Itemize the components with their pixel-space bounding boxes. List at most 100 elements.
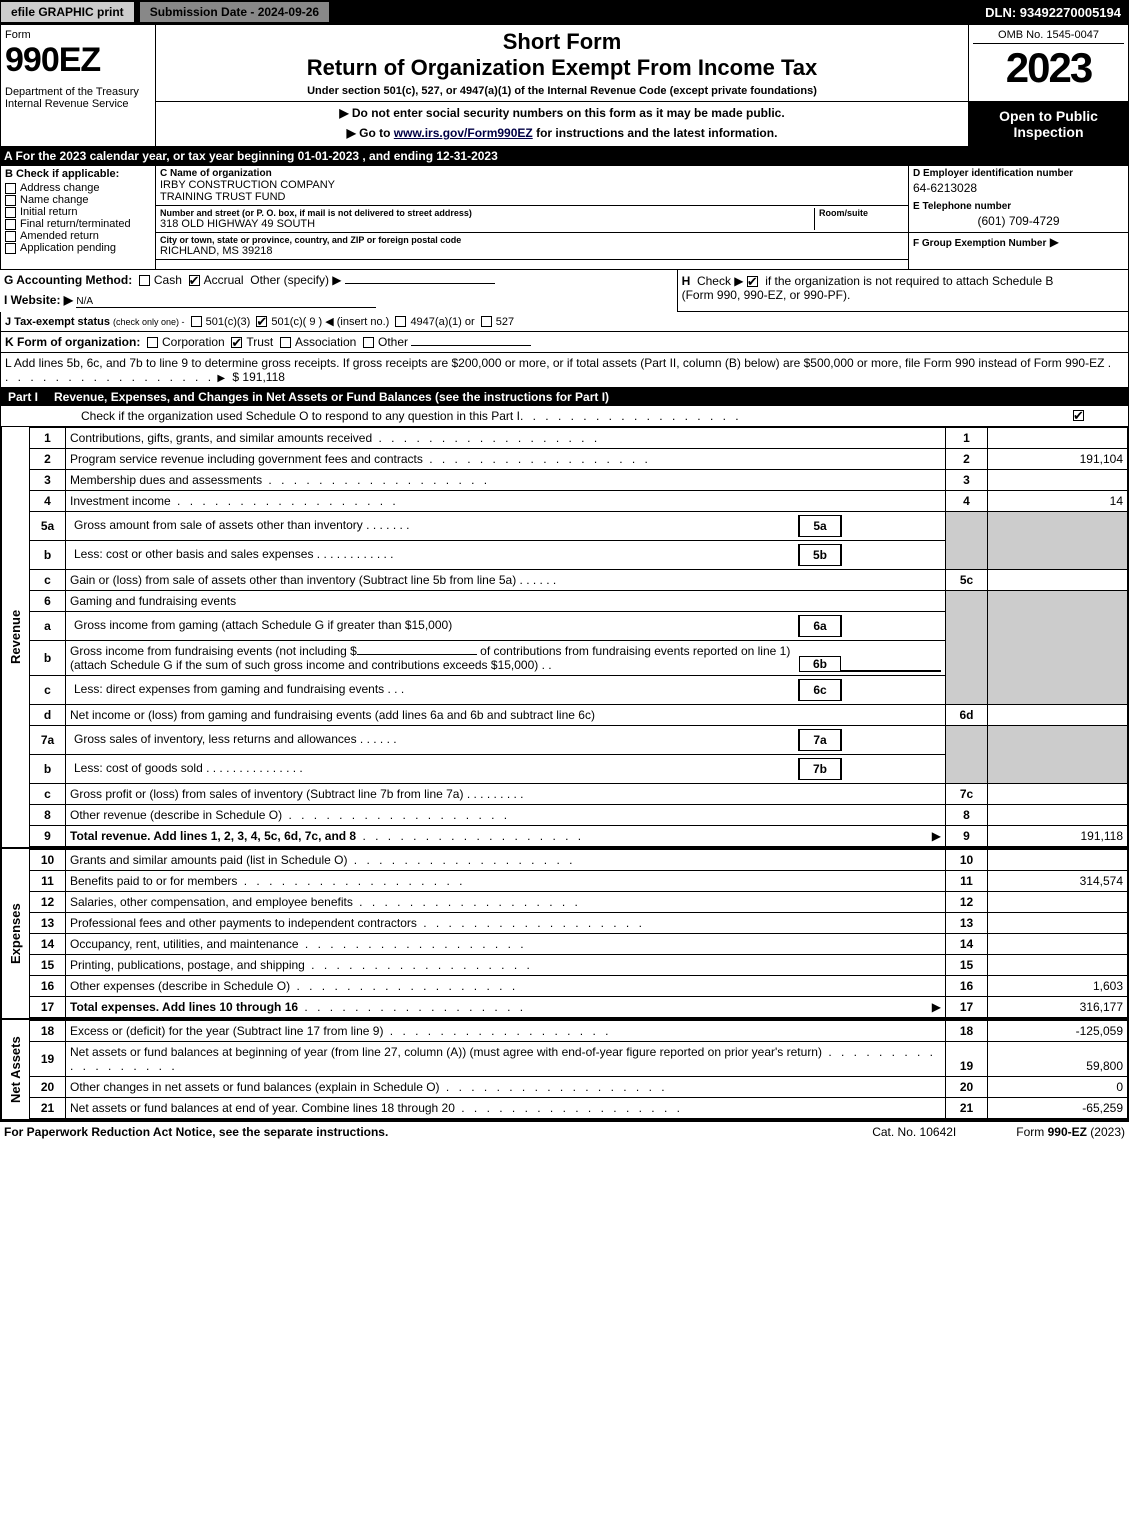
lbl-cash: Cash [154,273,182,287]
d-label: D Employer identification number [913,168,1124,179]
part-i-label: Part I [8,390,38,404]
instr2-post: for instructions and the latest informat… [533,126,778,140]
footer-cat: Cat. No. 10642I [872,1125,956,1139]
row-j: J Tax-exempt status (check only one) - 5… [0,312,1129,332]
line-3-desc: Membership dues and assessments [70,473,262,487]
chk-501c[interactable] [256,316,267,327]
line-6b-amount-input[interactable] [357,654,477,655]
footer-right: Form 990-EZ (2023) [1016,1125,1125,1139]
tax-year: 2023 [973,44,1124,92]
line-7a: 7aGross sales of inventory, less returns… [30,725,1128,754]
line-6d: dNet income or (loss) from gaming and fu… [30,704,1128,725]
omb-number: OMB No. 1545-0047 [973,29,1124,44]
lbl-other-method: Other (specify) ▶ [250,273,341,287]
line-7c: cGross profit or (loss) from sales of in… [30,783,1128,804]
part-i-check-row: Check if the organization used Schedule … [0,406,1129,427]
efile-print-button[interactable]: efile GRAPHIC print [0,1,135,23]
revenue-lines-table: 1Contributions, gifts, grants, and simil… [29,427,1128,847]
c-label: C Name of organization [160,168,904,179]
line-7c-desc: Gross profit or (loss) from sales of inv… [70,787,463,801]
line-18: 18Excess or (deficit) for the year (Subt… [30,1020,1128,1041]
part-i-header: Part I Revenue, Expenses, and Changes in… [0,388,1129,406]
lbl-corporation: Corporation [162,335,225,349]
e-label: E Telephone number [913,201,1124,212]
chk-accrual[interactable] [189,275,200,286]
line-6: 6Gaming and fundraising events [30,590,1128,611]
chk-cash[interactable] [139,275,150,286]
part-i-dots [520,409,1065,423]
line-5b-desc: Less: cost or other basis and sales expe… [74,547,313,561]
line-13-desc: Professional fees and other payments to … [70,916,417,930]
line-6b-pre: Gross income from fundraising events (no… [70,644,357,658]
line-19-desc: Net assets or fund balances at beginning… [70,1045,822,1059]
line-16: 16Other expenses (describe in Schedule O… [30,975,1128,996]
chk-address-change[interactable] [5,183,16,194]
chk-schedule-o[interactable] [1073,410,1084,421]
city-label: City or town, state or province, country… [160,235,904,245]
l-value: $ 191,118 [232,370,285,384]
dept-irs: Internal Revenue Service [5,98,151,110]
instruction-goto: ▶ Go to www.irs.gov/Form990EZ for instru… [160,126,964,140]
lbl-association: Association [295,335,356,349]
line-15: 15Printing, publications, postage, and s… [30,954,1128,975]
chk-final-return[interactable] [5,219,16,230]
line-5a-desc: Gross amount from sale of assets other t… [74,518,363,532]
chk-association[interactable] [280,337,291,348]
line-15-desc: Printing, publications, postage, and shi… [70,958,305,972]
section-c-street: Number and street (or P. O. box, if mail… [156,206,909,233]
row-i: I Website: ▶ N/A [0,290,677,311]
irs-link[interactable]: www.irs.gov/Form990EZ [394,126,533,140]
chk-other-org[interactable] [363,337,374,348]
line-11-desc: Benefits paid to or for members [70,874,237,888]
chk-name-change[interactable] [5,195,16,206]
h-text1: Check ▶ [697,274,744,288]
l-arrow-icon [217,370,229,384]
line-12: 12Salaries, other compensation, and empl… [30,891,1128,912]
h-text2: if the organization is not required to a… [765,274,1053,288]
line-14: 14Occupancy, rent, utilities, and mainte… [30,933,1128,954]
h-text3: (Form 990, 990-EZ, or 990-PF). [682,288,851,302]
part-i-check-text: Check if the organization used Schedule … [81,409,520,423]
footer-right-pre: Form [1016,1125,1047,1139]
chk-527[interactable] [481,316,492,327]
line-6c-desc: Less: direct expenses from gaming and fu… [74,682,384,696]
line-9: 9Total revenue. Add lines 1, 2, 3, 4, 5c… [30,825,1128,846]
line-17-desc: Total expenses. Add lines 10 through 16 [70,1000,298,1014]
line-12-desc: Salaries, other compensation, and employ… [70,895,353,909]
form-number: 990EZ [5,41,151,80]
phone-value: (601) 709-4729 [913,214,1124,228]
street-value: 318 OLD HIGHWAY 49 SOUTH [160,218,814,230]
row-h: H Check ▶ if the organization is not req… [677,270,1128,311]
chk-corporation[interactable] [147,337,158,348]
lbl-501c: 501(c)( 9 ) ◀ (insert no.) [271,316,389,328]
chk-h[interactable] [747,276,758,287]
chk-application-pending[interactable] [5,243,16,254]
chk-trust[interactable] [231,337,242,348]
revenue-vertical-label: Revenue [1,427,29,847]
section-b: B Check if applicable: Address change Na… [1,166,156,270]
f-label: F Group Exemption Number [913,238,1046,249]
instruction-ssn: ▶ Do not enter social security numbers o… [160,106,964,120]
other-method-input[interactable] [345,283,495,284]
section-f: F Group Exemption Number ▶ [909,233,1129,270]
return-title: Return of Organization Exempt From Incom… [160,55,964,81]
form-label: Form [5,29,151,41]
chk-initial-return[interactable] [5,207,16,218]
footer-right-bold: 990-EZ [1048,1125,1087,1139]
org-info-table: B Check if applicable: Address change Na… [0,165,1129,270]
chk-4947[interactable] [395,316,406,327]
line-5c: cGain or (loss) from sale of assets othe… [30,569,1128,590]
line-1: 1Contributions, gifts, grants, and simil… [30,427,1128,448]
line-17: 17Total expenses. Add lines 10 through 1… [30,996,1128,1017]
other-org-input[interactable] [411,345,531,346]
website-value: N/A [76,296,376,308]
ein-value: 64-6213028 [913,181,1124,195]
g-h-row: G Accounting Method: Cash Accrual Other … [0,270,1129,312]
line-4: 4Investment income414 [30,490,1128,511]
chk-amended-return[interactable] [5,231,16,242]
chk-501c3[interactable] [191,316,202,327]
revenue-section: Revenue 1Contributions, gifts, grants, a… [0,427,1129,847]
lbl-527: 527 [496,316,514,328]
org-name-1: IRBY CONSTRUCTION COMPANY [160,179,904,191]
line-20-desc: Other changes in net assets or fund bala… [70,1080,440,1094]
